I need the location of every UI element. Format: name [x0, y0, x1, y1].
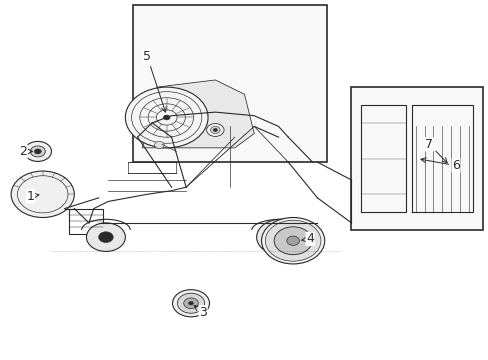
Circle shape	[86, 223, 125, 251]
Circle shape	[256, 219, 305, 255]
Text: 1: 1	[26, 190, 39, 203]
Circle shape	[206, 123, 224, 136]
Text: 2: 2	[20, 145, 33, 158]
Circle shape	[99, 232, 113, 243]
Bar	[69, 208, 103, 234]
Circle shape	[163, 115, 170, 120]
Circle shape	[188, 301, 193, 305]
Circle shape	[177, 293, 204, 313]
Circle shape	[286, 236, 299, 246]
Circle shape	[34, 149, 41, 154]
Circle shape	[210, 126, 220, 134]
Circle shape	[154, 141, 164, 149]
Text: 3: 3	[194, 306, 207, 319]
Bar	[132, 5, 326, 162]
Circle shape	[261, 217, 324, 264]
Text: 7: 7	[425, 138, 447, 163]
Circle shape	[271, 230, 290, 244]
Text: 4: 4	[301, 233, 313, 246]
Circle shape	[213, 129, 217, 132]
Text: 6: 6	[420, 158, 459, 172]
Circle shape	[11, 171, 74, 217]
Circle shape	[172, 290, 209, 317]
Circle shape	[274, 227, 311, 255]
Circle shape	[125, 87, 207, 148]
Polygon shape	[142, 80, 254, 148]
Circle shape	[30, 146, 45, 157]
Text: 5: 5	[143, 50, 166, 112]
Circle shape	[183, 298, 198, 309]
Bar	[351, 87, 482, 230]
Circle shape	[265, 220, 320, 261]
Circle shape	[24, 141, 51, 161]
